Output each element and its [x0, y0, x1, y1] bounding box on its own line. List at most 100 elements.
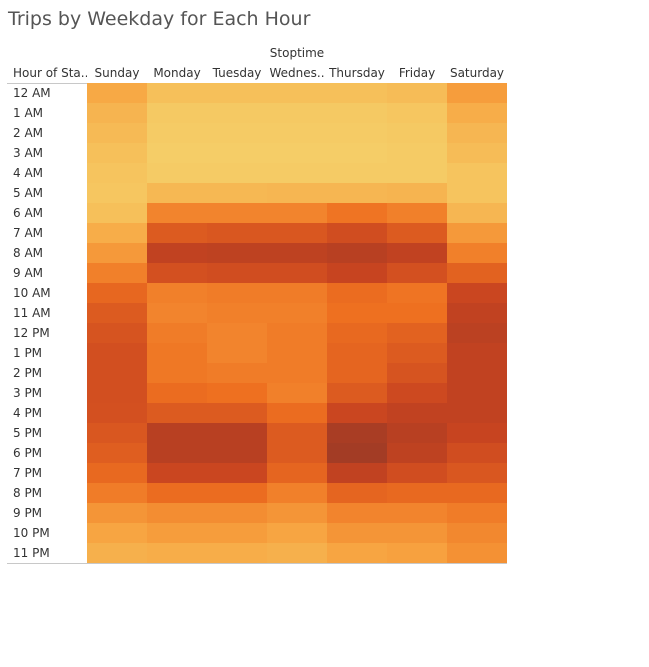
- heatmap-cell[interactable]: [207, 303, 267, 323]
- heatmap-cell[interactable]: [147, 303, 207, 323]
- heatmap-cell[interactable]: [207, 463, 267, 483]
- heatmap-cell[interactable]: [447, 443, 507, 463]
- heatmap-cell[interactable]: [327, 443, 387, 463]
- heatmap-cell[interactable]: [147, 83, 207, 103]
- heatmap-cell[interactable]: [267, 503, 327, 523]
- heatmap-cell[interactable]: [147, 343, 207, 363]
- heatmap-cell[interactable]: [207, 183, 267, 203]
- heatmap-cell[interactable]: [327, 543, 387, 563]
- heatmap-cell[interactable]: [87, 283, 147, 303]
- heatmap-cell[interactable]: [387, 463, 447, 483]
- heatmap-cell[interactable]: [207, 243, 267, 263]
- heatmap-cell[interactable]: [267, 483, 327, 503]
- heatmap-cell[interactable]: [327, 483, 387, 503]
- heatmap-cell[interactable]: [207, 223, 267, 243]
- heatmap-cell[interactable]: [87, 543, 147, 563]
- heatmap-cell[interactable]: [207, 363, 267, 383]
- heatmap-cell[interactable]: [147, 363, 207, 383]
- heatmap-cell[interactable]: [87, 483, 147, 503]
- heatmap-cell[interactable]: [267, 283, 327, 303]
- heatmap-cell[interactable]: [147, 463, 207, 483]
- heatmap-cell[interactable]: [327, 203, 387, 223]
- heatmap-cell[interactable]: [87, 103, 147, 123]
- heatmap-cell[interactable]: [327, 243, 387, 263]
- heatmap-cell[interactable]: [327, 503, 387, 523]
- heatmap-cell[interactable]: [327, 383, 387, 403]
- heatmap-cell[interactable]: [87, 223, 147, 243]
- heatmap-cell[interactable]: [267, 263, 327, 283]
- heatmap-cell[interactable]: [147, 543, 207, 563]
- heatmap-cell[interactable]: [327, 263, 387, 283]
- heatmap-cell[interactable]: [267, 123, 327, 143]
- heatmap-cell[interactable]: [387, 343, 447, 363]
- heatmap-cell[interactable]: [447, 523, 507, 543]
- heatmap-cell[interactable]: [387, 283, 447, 303]
- heatmap-cell[interactable]: [207, 283, 267, 303]
- heatmap-cell[interactable]: [207, 143, 267, 163]
- heatmap-cell[interactable]: [267, 163, 327, 183]
- heatmap-cell[interactable]: [87, 403, 147, 423]
- heatmap-cell[interactable]: [387, 423, 447, 443]
- heatmap-cell[interactable]: [87, 343, 147, 363]
- heatmap-cell[interactable]: [87, 183, 147, 203]
- heatmap-cell[interactable]: [87, 123, 147, 143]
- heatmap-cell[interactable]: [267, 363, 327, 383]
- heatmap-cell[interactable]: [387, 103, 447, 123]
- heatmap-cell[interactable]: [207, 263, 267, 283]
- heatmap-cell[interactable]: [267, 423, 327, 443]
- heatmap-cell[interactable]: [327, 223, 387, 243]
- heatmap-cell[interactable]: [447, 503, 507, 523]
- heatmap-cell[interactable]: [327, 523, 387, 543]
- heatmap-cell[interactable]: [87, 243, 147, 263]
- heatmap-cell[interactable]: [327, 423, 387, 443]
- heatmap-cell[interactable]: [147, 323, 207, 343]
- heatmap-cell[interactable]: [87, 143, 147, 163]
- heatmap-cell[interactable]: [87, 163, 147, 183]
- heatmap-cell[interactable]: [327, 343, 387, 363]
- heatmap-cell[interactable]: [147, 483, 207, 503]
- heatmap-cell[interactable]: [447, 383, 507, 403]
- heatmap-cell[interactable]: [147, 383, 207, 403]
- heatmap-cell[interactable]: [87, 203, 147, 223]
- heatmap-cell[interactable]: [327, 123, 387, 143]
- heatmap-cell[interactable]: [387, 323, 447, 343]
- heatmap-cell[interactable]: [447, 183, 507, 203]
- heatmap-cell[interactable]: [207, 403, 267, 423]
- heatmap-cell[interactable]: [447, 423, 507, 443]
- heatmap-cell[interactable]: [87, 523, 147, 543]
- heatmap-cell[interactable]: [147, 523, 207, 543]
- heatmap-cell[interactable]: [207, 123, 267, 143]
- heatmap-cell[interactable]: [207, 163, 267, 183]
- heatmap-cell[interactable]: [87, 463, 147, 483]
- heatmap-cell[interactable]: [387, 523, 447, 543]
- heatmap-cell[interactable]: [387, 243, 447, 263]
- heatmap-cell[interactable]: [87, 423, 147, 443]
- heatmap-cell[interactable]: [387, 543, 447, 563]
- heatmap-cell[interactable]: [147, 103, 207, 123]
- heatmap-cell[interactable]: [87, 363, 147, 383]
- heatmap-cell[interactable]: [267, 303, 327, 323]
- heatmap-cell[interactable]: [447, 303, 507, 323]
- heatmap-cell[interactable]: [327, 83, 387, 103]
- heatmap-cell[interactable]: [447, 323, 507, 343]
- heatmap-cell[interactable]: [387, 503, 447, 523]
- heatmap-cell[interactable]: [267, 143, 327, 163]
- heatmap-cell[interactable]: [267, 83, 327, 103]
- heatmap-cell[interactable]: [267, 183, 327, 203]
- heatmap-cell[interactable]: [87, 383, 147, 403]
- heatmap-cell[interactable]: [447, 123, 507, 143]
- heatmap-cell[interactable]: [147, 423, 207, 443]
- heatmap-cell[interactable]: [207, 503, 267, 523]
- heatmap-cell[interactable]: [327, 103, 387, 123]
- heatmap-cell[interactable]: [327, 283, 387, 303]
- heatmap-cell[interactable]: [207, 443, 267, 463]
- heatmap-cell[interactable]: [267, 543, 327, 563]
- heatmap-cell[interactable]: [447, 163, 507, 183]
- heatmap-cell[interactable]: [207, 83, 267, 103]
- heatmap-cell[interactable]: [207, 323, 267, 343]
- heatmap-cell[interactable]: [207, 203, 267, 223]
- heatmap-cell[interactable]: [147, 163, 207, 183]
- heatmap-cell[interactable]: [267, 443, 327, 463]
- heatmap-cell[interactable]: [327, 403, 387, 423]
- heatmap-cell[interactable]: [387, 403, 447, 423]
